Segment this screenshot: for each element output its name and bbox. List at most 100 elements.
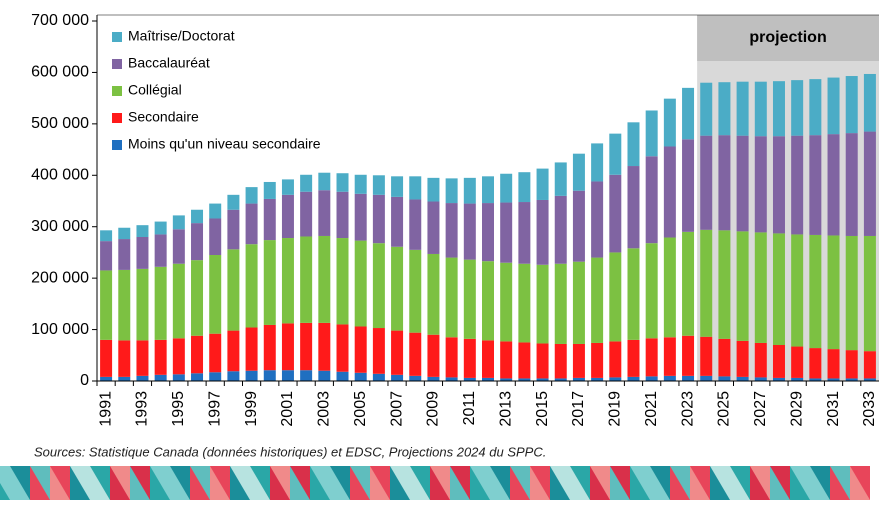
bar-segment [391, 197, 403, 247]
x-tick-label: 2029 [788, 391, 805, 427]
bar-segment [391, 176, 403, 197]
bar-segment [100, 340, 112, 377]
bar-segment [627, 377, 639, 381]
bar-segment [136, 237, 148, 269]
x-tick-label: 1993 [134, 391, 151, 427]
legend-label: Collégial [128, 82, 182, 98]
bar-segment [173, 338, 185, 374]
bar-segment [809, 348, 821, 378]
bar-segment [282, 179, 294, 194]
bar-segment [573, 262, 585, 344]
bar-segment [809, 79, 821, 135]
bar-segment [246, 204, 258, 245]
bar-segment [864, 132, 876, 236]
bar-segment [355, 241, 367, 327]
bar-segment [136, 340, 148, 375]
y-tick-label: 600 000 [31, 64, 89, 81]
x-tick-label: 2021 [643, 391, 660, 427]
bar-segment [318, 323, 330, 371]
bar-segment [355, 326, 367, 372]
bar-segment [755, 82, 767, 137]
bar-segment [318, 190, 330, 236]
bar-segment [555, 162, 567, 195]
legend-label: Moins qu'un niveau secondaire [128, 136, 321, 152]
bar-segment [173, 229, 185, 263]
bar-segment [282, 238, 294, 323]
bar-segment [555, 344, 567, 378]
bar-segment [755, 343, 767, 377]
bar-segment [718, 339, 730, 377]
bar-segment [191, 223, 203, 260]
bar-segment [155, 340, 167, 375]
bar-segment [337, 372, 349, 381]
bar-segment [246, 187, 258, 203]
y-tick-label: 300 000 [31, 218, 89, 235]
bar-segment [846, 350, 858, 378]
bar-segment [773, 233, 785, 345]
bar-segment [627, 122, 639, 166]
bar-segment [718, 135, 730, 230]
bar-segment [591, 258, 603, 343]
bar-segment [446, 178, 458, 203]
bar-segment [246, 328, 258, 371]
projection-label: projection [749, 29, 826, 46]
bar-segment [791, 80, 803, 136]
bar-segment [609, 134, 621, 175]
bar-segment [337, 324, 349, 371]
y-tick-label: 500 000 [31, 115, 89, 132]
bar-segment [864, 74, 876, 132]
bar-segment [373, 374, 385, 381]
legend-swatch [112, 86, 122, 96]
bar-segment [427, 335, 439, 377]
bar-segment [737, 341, 749, 377]
bar-segment [573, 154, 585, 191]
bar-segment [464, 260, 476, 339]
bar-segment [500, 263, 512, 342]
bar-segment [209, 218, 221, 255]
y-tick-label: 200 000 [31, 269, 89, 286]
bar-segment [500, 174, 512, 203]
bar-segment [555, 196, 567, 264]
bar-segment [136, 225, 148, 237]
bar-segment [409, 176, 421, 199]
legend-label: Secondaire [128, 109, 199, 125]
bar-segment [300, 192, 312, 237]
bar-segment [264, 199, 276, 240]
y-tick-label: 100 000 [31, 321, 89, 338]
bar-segment [227, 371, 239, 381]
bar-segment [700, 376, 712, 381]
bar-segment [537, 169, 549, 200]
bar-segment [518, 172, 530, 202]
bar-segment [337, 192, 349, 238]
bar-segment [136, 269, 148, 340]
legend-label: Baccalauréat [128, 55, 210, 71]
bar-segment [573, 191, 585, 262]
bar-segment [627, 248, 639, 340]
x-tick-label: 2025 [716, 391, 733, 427]
bar-segment [155, 267, 167, 340]
bar-segment [682, 336, 694, 376]
bar-segment [627, 340, 639, 377]
x-tick-label: 2019 [607, 391, 624, 427]
bar-segment [173, 215, 185, 229]
x-tick-label: 2009 [425, 391, 442, 427]
x-tick-label: 2027 [752, 391, 769, 427]
bar-segment [737, 82, 749, 136]
x-tick-label: 1999 [243, 391, 260, 427]
bar-segment [318, 173, 330, 190]
bar-segment [737, 136, 749, 232]
bar-segment [191, 336, 203, 374]
bar-segment [737, 231, 749, 341]
bar-segment [318, 371, 330, 381]
x-tick-label: 2001 [279, 391, 296, 427]
bar-segment [700, 337, 712, 376]
bar-segment [537, 200, 549, 265]
bar-segment [373, 243, 385, 328]
bar-segment [737, 377, 749, 381]
bar-segment [664, 99, 676, 147]
bar-segment [337, 238, 349, 324]
chart: Sources: Statistique Canada (données his… [0, 0, 894, 516]
bar-segment [664, 146, 676, 237]
bar-segment [227, 249, 239, 330]
bar-segment [700, 83, 712, 136]
